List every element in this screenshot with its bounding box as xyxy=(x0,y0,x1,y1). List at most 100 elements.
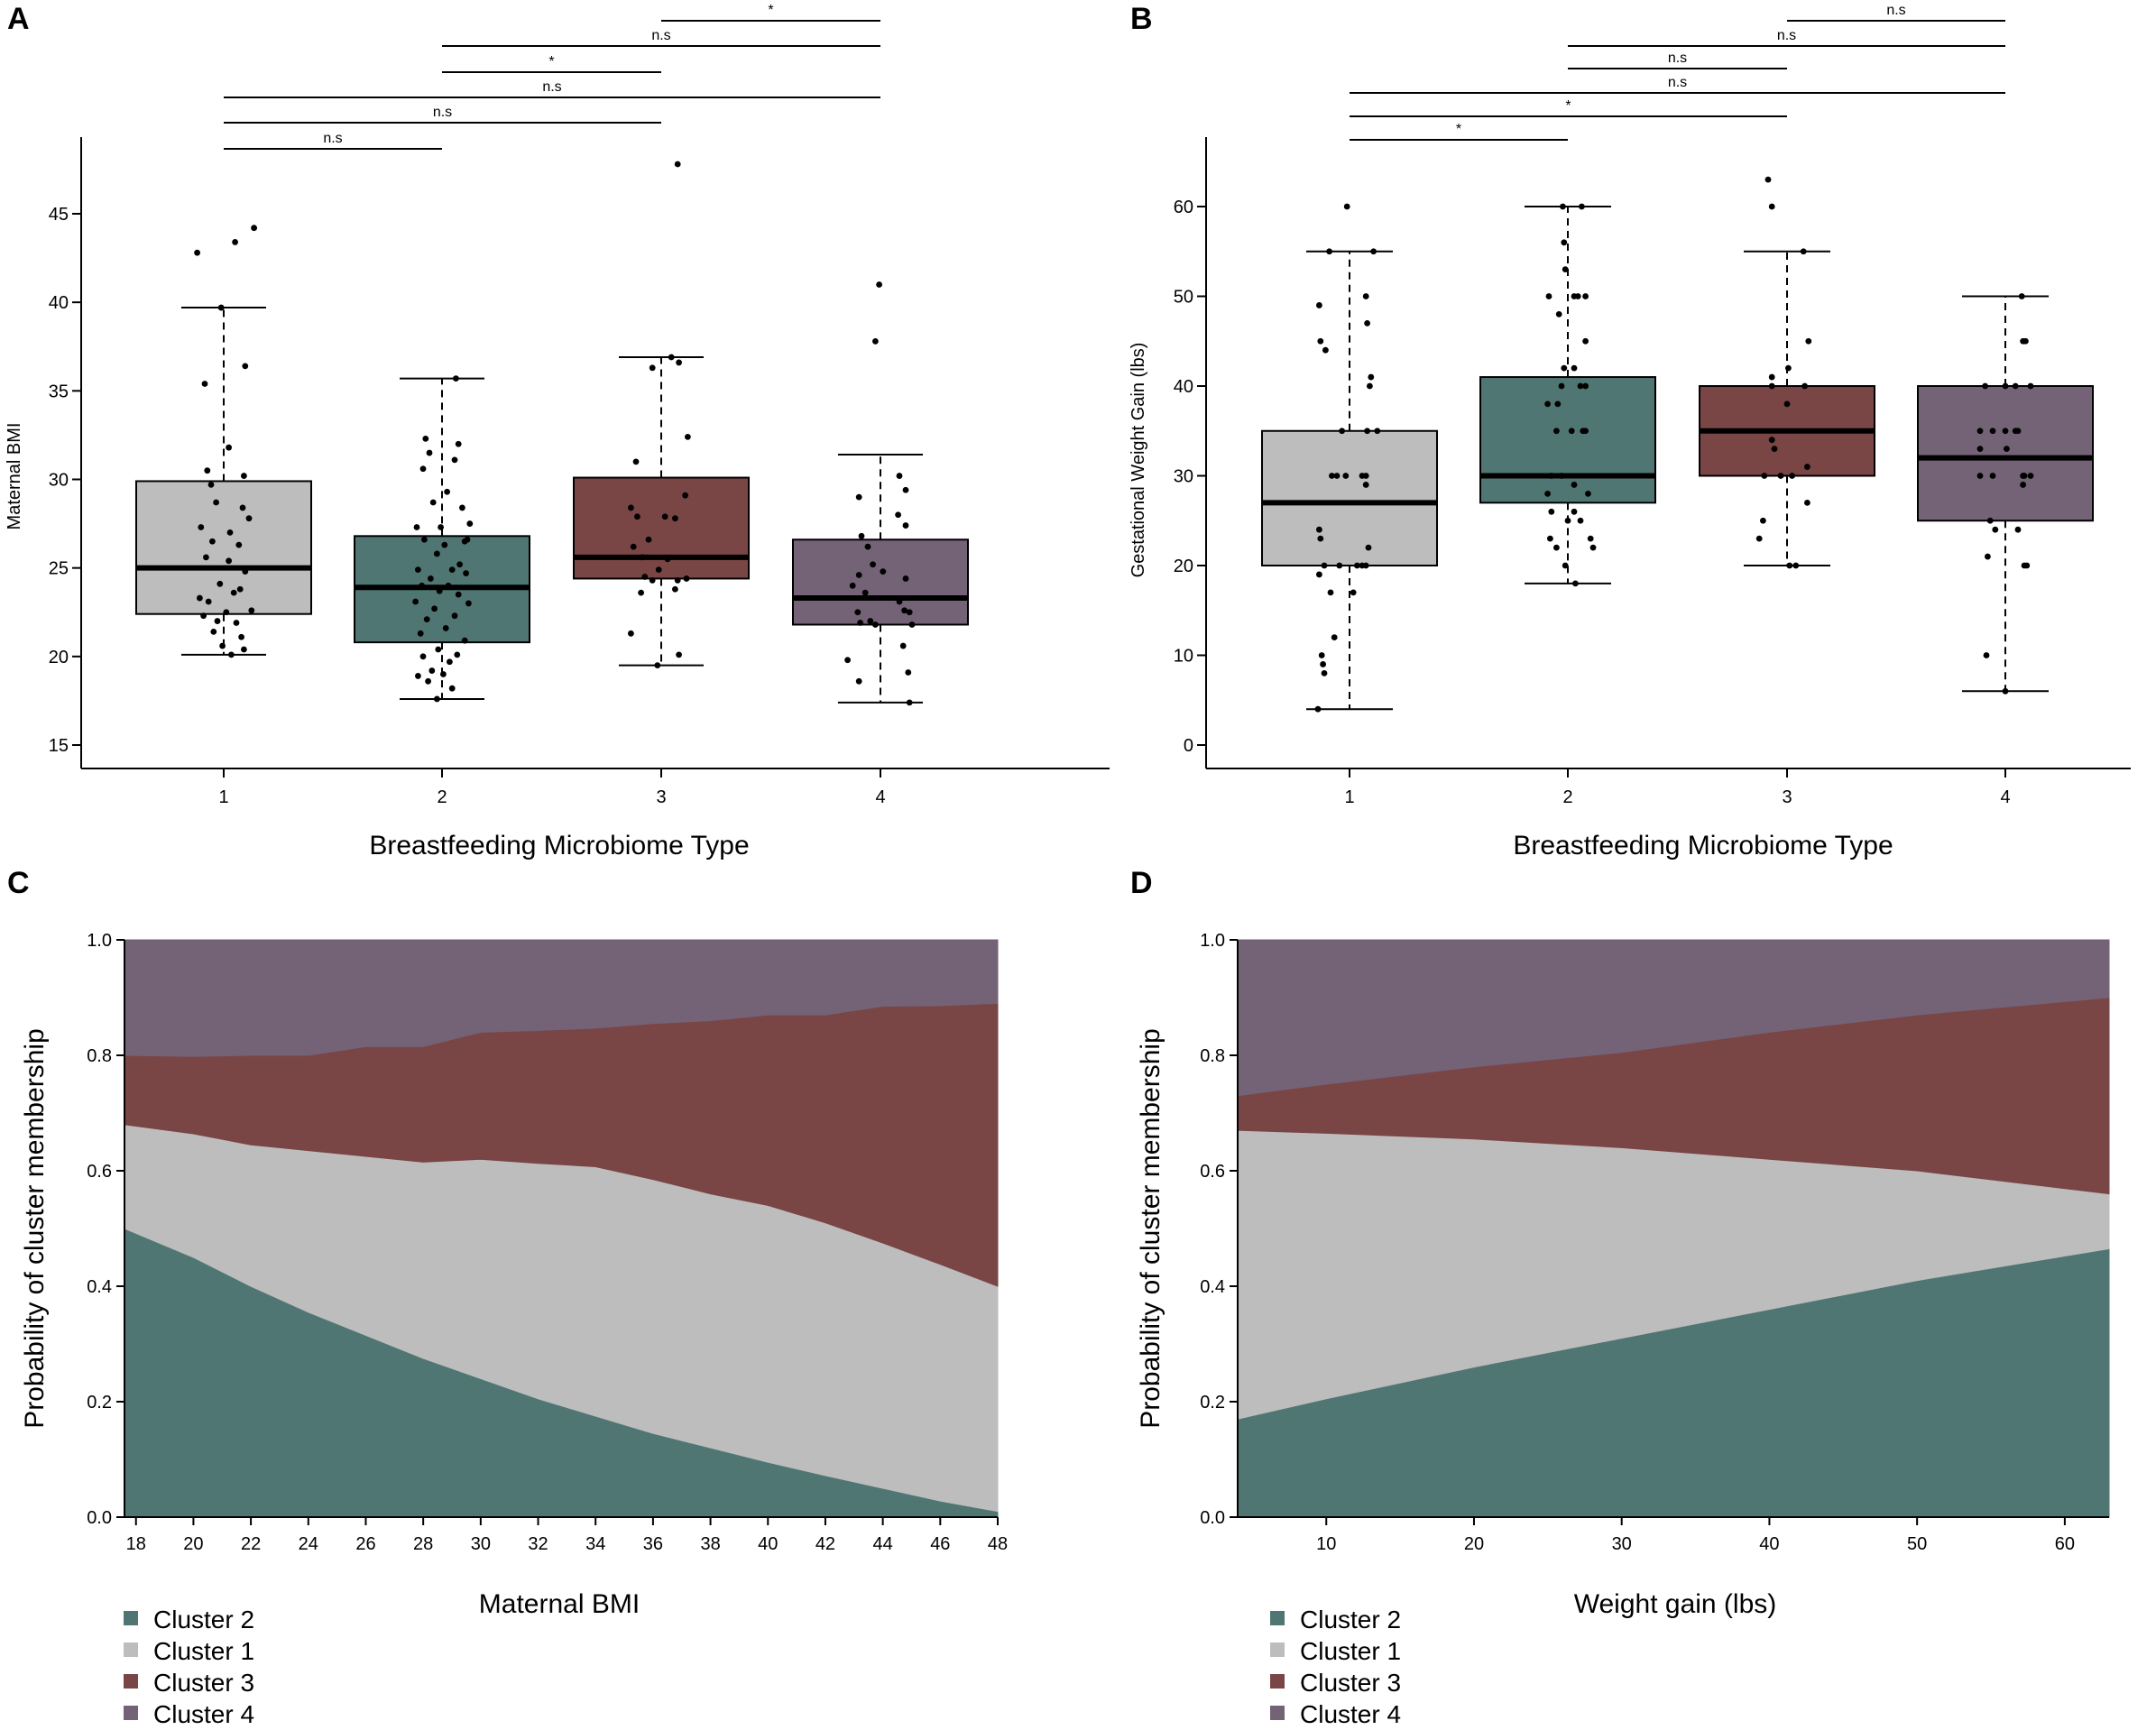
chart-b-point-2-27 xyxy=(1548,508,1555,515)
chart-b-point-2-4 xyxy=(1562,266,1569,273)
chart-b-point-1-22 xyxy=(1354,562,1360,569)
chart-b-point-3-3 xyxy=(1800,248,1807,255)
chart-c-x-tick-label-46: 46 xyxy=(930,1534,950,1554)
chart-a-point-1-11 xyxy=(226,529,234,536)
chart-a-point-2-16 xyxy=(456,561,463,568)
chart-b-point-4-25 xyxy=(1985,553,1991,560)
chart-a-comparison-label-3-4: * xyxy=(768,3,773,18)
chart-a-point-3-20 xyxy=(638,589,644,596)
chart-a-point-2-4 xyxy=(426,449,433,456)
chart-c-y-tick-label-0.6: 0.6 xyxy=(87,1162,112,1182)
chart-a-point-1-15 xyxy=(226,557,232,565)
chart-b-point-1-35 xyxy=(1336,562,1343,569)
chart-c-x-tick-label-18: 18 xyxy=(126,1534,146,1554)
chart-a-point-1-33 xyxy=(226,444,232,451)
chart-b-point-2-33 xyxy=(1589,544,1597,551)
chart-d-y-tick-label-0.6: 0.6 xyxy=(1200,1162,1225,1182)
chart-d-x-tick-label-60: 60 xyxy=(2055,1534,2075,1554)
chart-b-point-2-5 xyxy=(1582,293,1589,299)
chart-c-x-tick-label-42: 42 xyxy=(815,1534,835,1554)
chart-c-x-tick-label-48: 48 xyxy=(988,1534,1008,1554)
chart-a-comparison-label-2-4: n.s xyxy=(651,28,670,43)
chart-b-point-4-15 xyxy=(1989,473,1996,479)
chart-b-point-3-2 xyxy=(1768,203,1775,210)
chart-b-point-4-21 xyxy=(1992,526,1999,533)
chart-b-comparison-label-1-4: n.s xyxy=(1668,75,1687,90)
chart-d-x-tick-label-10: 10 xyxy=(1316,1534,1336,1554)
chart-a-point-4-1 xyxy=(876,281,882,288)
chart-a-point-1-29 xyxy=(219,642,226,649)
chart-b-comparison-label-2-4: n.s xyxy=(1777,28,1796,43)
chart-a-box-1 xyxy=(135,480,312,615)
chart-c-x-tick-label-40: 40 xyxy=(758,1534,778,1554)
panel-label-a: A xyxy=(7,2,30,36)
chart-a-point-2-34 xyxy=(454,651,461,658)
chart-b-point-4-22 xyxy=(2014,526,2022,533)
legend-d: Cluster 2 Cluster 1 Cluster 3 Cluster 4 xyxy=(1270,1606,1401,1728)
chart-a-point-2-39 xyxy=(440,671,447,677)
chart-b-point-2-17 xyxy=(1554,400,1562,408)
chart-a-comparison-label-1-3: n.s xyxy=(433,105,452,120)
chart-b-point-3-5 xyxy=(1785,364,1792,372)
chart-a-point-4-20 xyxy=(906,609,913,616)
chart-d-y-tick-label-0.2: 0.2 xyxy=(1200,1393,1225,1413)
chart-a-point-2-33 xyxy=(435,646,442,653)
chart-c-area: 0.0 0.2 0.4 0.6 0.8 1.0 18 20 22 24 26 28 30 32 34 36 38… xyxy=(87,931,1008,1554)
chart-a-point-3-13 xyxy=(639,554,646,561)
chart-b-point-1-7 xyxy=(1362,293,1369,299)
chart-c-x-tick-label-36: 36 xyxy=(643,1534,663,1554)
chart-a-point-3-2 xyxy=(649,364,656,372)
chart-a-point-4-2 xyxy=(872,337,879,345)
legend-c-label-2: Cluster 1 xyxy=(153,1637,254,1665)
chart-b-x-tick-label-4: 4 xyxy=(2000,787,2010,807)
chart-b-point-3-10 xyxy=(1768,437,1775,444)
chart-b-point-1-14 xyxy=(1342,473,1350,479)
chart-b-point-4-11 xyxy=(2014,428,2022,435)
chart-c-x-tick-label-32: 32 xyxy=(528,1534,548,1554)
chart-a-point-2-28 xyxy=(451,612,458,620)
chart-a-point-1-17 xyxy=(217,580,224,587)
chart-c-x-tick-label-20: 20 xyxy=(183,1534,203,1554)
chart-a-point-1-9 xyxy=(245,515,253,522)
chart-a-point-3-1 xyxy=(676,359,682,366)
chart-a-point-1-18 xyxy=(197,594,203,602)
chart-a-point-2-42 xyxy=(434,695,440,703)
chart-d-area-cluster-4 xyxy=(1237,939,2110,1097)
chart-a-point-3-15 xyxy=(655,566,662,574)
chart-a-point-3-7 xyxy=(682,492,688,499)
chart-a-y-tick-label-35: 35 xyxy=(49,382,69,401)
x-axis-title-c: Maternal BMI xyxy=(479,1589,640,1619)
chart-a-point-4-26 xyxy=(905,669,912,676)
chart-a-point-1-4 xyxy=(204,467,211,474)
chart-b-point-1-24 xyxy=(1362,562,1369,569)
chart-a-point-1-20 xyxy=(236,585,244,593)
chart-a-point-4-14 xyxy=(849,582,856,589)
chart-b-point-1-30 xyxy=(1318,652,1325,658)
chart-b-point-1-33 xyxy=(1314,705,1322,713)
chart-b-point-4-8 xyxy=(1989,428,1996,435)
chart-d-x-tick-label-20: 20 xyxy=(1464,1534,1484,1554)
chart-a-point-4-28 xyxy=(855,677,862,685)
chart-a-y-tick-label-30: 30 xyxy=(49,471,69,491)
chart-b-point-3-20 xyxy=(1792,562,1800,569)
chart-a-point-3-14 xyxy=(664,556,671,563)
chart-a-point-3-22 xyxy=(628,630,634,637)
chart-b-point-1-8 xyxy=(1317,337,1324,345)
chart-b-point-1-3 xyxy=(1370,248,1377,255)
chart-a-point-4-9 xyxy=(864,543,871,550)
chart-a-point-2-3 xyxy=(455,440,462,447)
legend-d-label-4: Cluster 4 xyxy=(1300,1700,1401,1728)
chart-a-y-tick-label-40: 40 xyxy=(49,293,69,313)
panel-label-b: B xyxy=(1130,2,1153,36)
chart-a-point-2-40 xyxy=(425,677,431,685)
chart-c-y-tick-label-0.8: 0.8 xyxy=(87,1046,112,1066)
chart-b-point-1-32 xyxy=(1321,670,1328,676)
chart-a-point-1-5 xyxy=(241,473,247,479)
chart-a-point-1-8 xyxy=(213,499,220,506)
chart-a-point-1-35 xyxy=(242,363,249,370)
legend-d-swatch-2 xyxy=(1270,1643,1285,1657)
chart-b-point-1-25 xyxy=(1365,544,1372,551)
chart-a-point-1-3 xyxy=(232,239,238,245)
chart-a-point-2-13 xyxy=(441,541,448,548)
chart-a-point-4-7 xyxy=(902,522,909,529)
